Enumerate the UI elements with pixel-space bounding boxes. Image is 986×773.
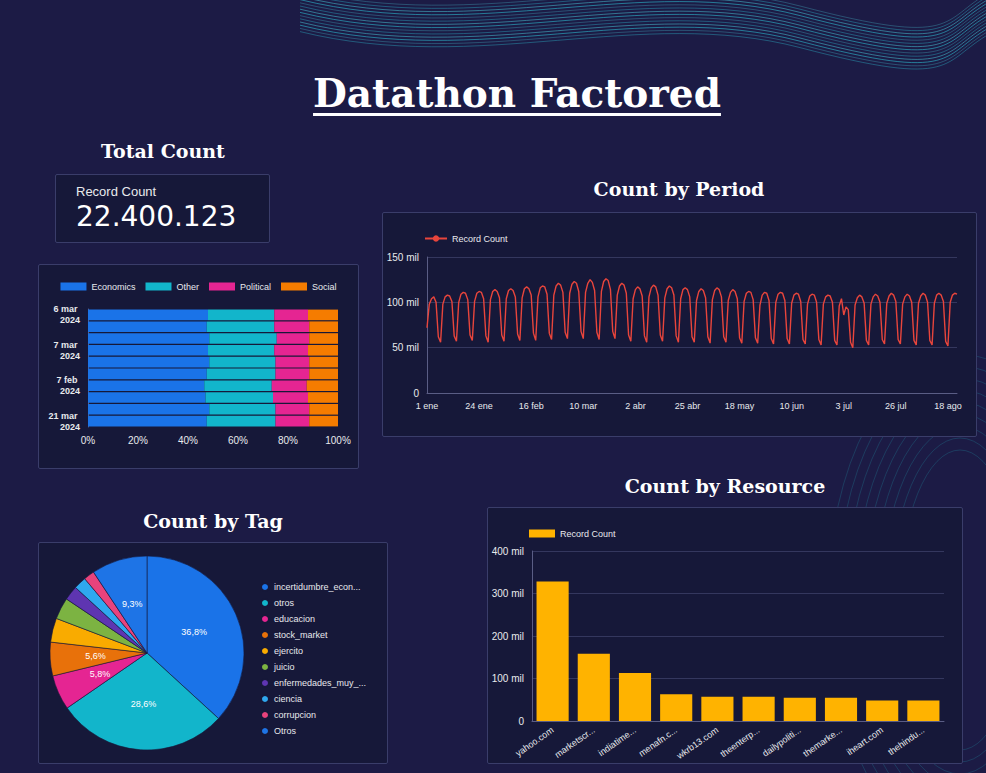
svg-text:20%: 20% <box>128 435 148 446</box>
svg-text:9,3%: 9,3% <box>122 599 143 609</box>
html-text:Datathon Factored: Datathon Factored <box>313 70 721 116</box>
svg-text:iheart.com: iheart.com <box>845 725 885 757</box>
html-text:Count by Resource: Count by Resource <box>624 475 826 497</box>
svg-text:10 jun: 10 jun <box>779 401 804 411</box>
svg-text:Other: Other <box>176 282 199 292</box>
svg-text:indiatime...: indiatime... <box>596 725 637 758</box>
svg-text:Otros: Otros <box>274 726 297 736</box>
svg-text:theenterp...: theenterp... <box>718 725 761 759</box>
svg-text:24 ene: 24 ene <box>465 401 493 411</box>
svg-text:21 mar: 21 mar <box>48 411 80 421</box>
svg-text:3 jul: 3 jul <box>835 401 852 411</box>
svg-text:Record Count: Record Count <box>560 529 616 539</box>
svg-text:26 jul: 26 jul <box>885 401 907 411</box>
svg-text:18 may: 18 may <box>725 401 755 411</box>
svg-text:juicio: juicio <box>273 662 295 672</box>
svg-text:0%: 0% <box>81 435 96 446</box>
svg-text:marketscr...: marketscr... <box>553 725 597 760</box>
svg-text:100 mil: 100 mil <box>387 297 419 308</box>
svg-text:dailypoliti...: dailypoliti... <box>760 725 802 759</box>
svg-text:ejercito: ejercito <box>274 646 303 656</box>
html-text:Count by Period: Count by Period <box>593 178 765 200</box>
html-text:22.400.123: 22.400.123 <box>76 200 237 233</box>
svg-text:7 feb: 7 feb <box>56 375 80 385</box>
svg-text:60%: 60% <box>228 435 248 446</box>
svg-text:1 ene: 1 ene <box>416 401 439 411</box>
svg-text:2024: 2024 <box>60 315 80 325</box>
svg-text:wkrb13.com: wkrb13.com <box>674 725 720 762</box>
svg-text:enfermedades_muy_...: enfermedades_muy_... <box>274 678 366 688</box>
svg-text:5,8%: 5,8% <box>90 669 111 679</box>
svg-text:50 mil: 50 mil <box>392 342 419 353</box>
svg-text:thehindu...: thehindu... <box>886 725 926 757</box>
html-text:Total Count: Total Count <box>101 140 225 162</box>
html-text:Count by Tag: Count by Tag <box>143 510 283 532</box>
svg-text:6 mar: 6 mar <box>53 304 80 314</box>
svg-text:yahoo.com: yahoo.com <box>514 725 556 758</box>
svg-text:16 feb: 16 feb <box>519 401 544 411</box>
svg-text:Record Count: Record Count <box>452 234 508 244</box>
svg-text:36,8%: 36,8% <box>181 627 207 637</box>
svg-text:400 mil: 400 mil <box>492 546 524 557</box>
svg-text:0: 0 <box>518 716 524 727</box>
svg-text:incertidumbre_econ...: incertidumbre_econ... <box>274 582 361 592</box>
svg-text:18 ago: 18 ago <box>934 401 962 411</box>
svg-text:150 mil: 150 mil <box>387 252 419 263</box>
svg-text:2 abr: 2 abr <box>625 401 646 411</box>
svg-text:28,6%: 28,6% <box>131 699 157 709</box>
svg-text:10 mar: 10 mar <box>569 401 597 411</box>
svg-text:ciencia: ciencia <box>274 694 302 704</box>
svg-text:corrupcion: corrupcion <box>274 710 316 720</box>
svg-text:7 mar: 7 mar <box>53 340 80 350</box>
svg-text:Economics: Economics <box>91 282 136 292</box>
svg-text:Political: Political <box>240 282 271 292</box>
svg-text:5,6%: 5,6% <box>85 651 106 661</box>
svg-text:Social: Social <box>312 282 337 292</box>
svg-text:2024: 2024 <box>60 386 80 396</box>
svg-text:stock_market: stock_market <box>274 630 328 640</box>
svg-text:themarke...: themarke... <box>801 725 844 759</box>
svg-text:40%: 40% <box>178 435 198 446</box>
svg-text:80%: 80% <box>278 435 298 446</box>
svg-text:200 mil: 200 mil <box>492 631 524 642</box>
svg-text:300 mil: 300 mil <box>492 588 524 599</box>
svg-text:educacion: educacion <box>274 614 315 624</box>
html-text:Record Count: Record Count <box>76 184 157 199</box>
svg-text:100 mil: 100 mil <box>492 673 524 684</box>
svg-text:2024: 2024 <box>60 351 80 361</box>
svg-text:2024: 2024 <box>60 422 80 432</box>
svg-text:100%: 100% <box>325 435 351 446</box>
svg-text:0: 0 <box>413 388 419 399</box>
svg-text:25 abr: 25 abr <box>675 401 701 411</box>
svg-text:menafn.c...: menafn.c... <box>637 725 679 759</box>
svg-text:otros: otros <box>274 598 295 608</box>
